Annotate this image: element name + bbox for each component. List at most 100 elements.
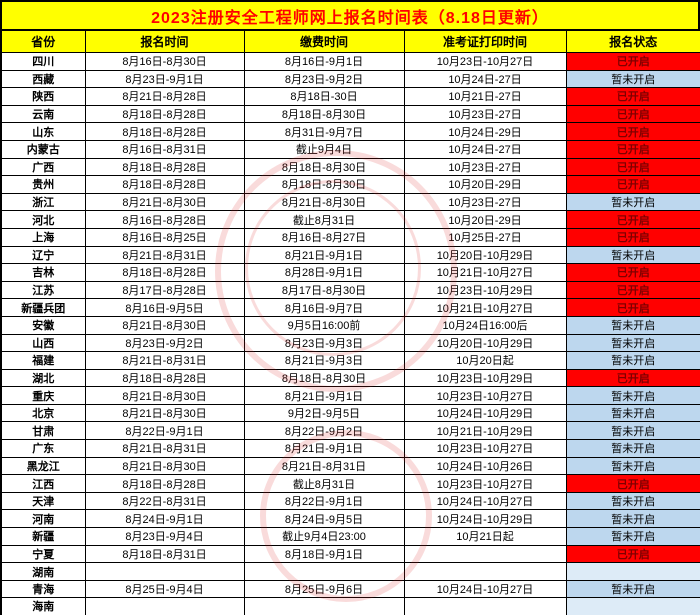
- print-time-cell: 10月25日-27日: [403, 227, 567, 247]
- province-cell: 黑龙江: [0, 456, 86, 476]
- signup-time-cell: 8月16日-9月5日: [84, 298, 245, 317]
- payment-time-cell: 8月25日-9月6日: [243, 579, 405, 599]
- province-cell: 山西: [0, 333, 86, 353]
- signup-time-cell: 8月21日-8月30日: [84, 315, 245, 335]
- payment-time-cell: 8月23日-9月2日: [243, 69, 405, 89]
- print-time-cell: 10月21日-10月29日: [403, 421, 567, 441]
- payment-time-cell: 8月23日-9月3日: [243, 333, 405, 353]
- province-cell: 新疆: [0, 527, 86, 546]
- print-time-cell: 10月24日-27日: [403, 139, 567, 159]
- province-cell: 湖南: [0, 562, 86, 581]
- payment-time-cell: 8月31日-9月7日: [243, 122, 405, 141]
- table-row: 新疆 8月23日-9月4日 截止9月4日23:00 10月21日起 暂未开启: [0, 527, 700, 546]
- province-cell: 河南: [0, 509, 86, 529]
- payment-time-cell: 8月17日-8月30日: [243, 280, 405, 300]
- print-time-cell: 10月21日-10月27日: [403, 298, 567, 317]
- province-cell: 陕西: [0, 87, 86, 106]
- signup-time-cell: [84, 597, 245, 615]
- table-row: 重庆 8月21日-8月30日 8月21日-9月1日 10月23日-10月27日 …: [0, 386, 700, 405]
- payment-time-cell: 8月21日-9月3日: [243, 351, 405, 370]
- signup-time-cell: 8月21日-8月31日: [84, 351, 245, 370]
- table-row: 天津 8月22日-8月31日 8月22日-9月1日 10月24日-10月27日 …: [0, 491, 700, 511]
- table-row: 四川 8月16日-8月30日 8月16日-9月1日 10月23日-10月27日 …: [0, 52, 700, 71]
- status-cell: 已开启: [565, 544, 700, 564]
- header-row: 省份 报名时间 缴费时间 准考证打印时间 报名状态: [0, 30, 700, 53]
- print-time-cell: [403, 544, 567, 564]
- signup-time-cell: 8月23日-9月1日: [84, 69, 245, 89]
- table-row: 宁夏 8月18日-8月31日 8月18日-9月1日 已开启: [0, 544, 700, 564]
- signup-time-cell: 8月21日-8月31日: [84, 439, 245, 458]
- payment-time-cell: 8月18日-9月1日: [243, 544, 405, 564]
- payment-time-cell: 8月21日-8月31日: [243, 456, 405, 476]
- status-cell: 已开启: [565, 175, 700, 194]
- print-time-cell: 10月24日-10月27日: [403, 579, 567, 599]
- payment-time-cell: 8月18日-8月30日: [243, 104, 405, 124]
- print-time-cell: 10月24日-10月27日: [403, 491, 567, 511]
- province-cell: 新疆兵团: [0, 298, 86, 317]
- print-time-cell: 10月20日-29日: [403, 210, 567, 229]
- col-header-signup: 报名时间: [84, 30, 245, 53]
- province-cell: 江苏: [0, 280, 86, 300]
- province-cell: 广西: [0, 157, 86, 177]
- signup-time-cell: 8月18日-8月28日: [84, 368, 245, 388]
- status-cell: 已开启: [565, 263, 700, 282]
- signup-time-cell: 8月24日-9月1日: [84, 509, 245, 529]
- status-cell: 暂未开启: [565, 192, 700, 212]
- signup-time-cell: 8月21日-8月30日: [84, 403, 245, 423]
- payment-time-cell: 8月21日-9月1日: [243, 245, 405, 265]
- col-header-province: 省份: [0, 30, 86, 53]
- province-cell: 辽宁: [0, 245, 86, 265]
- table-row: 广东 8月21日-8月31日 8月21日-9月1日 10月23日-10月27日 …: [0, 439, 700, 458]
- signup-time-cell: 8月21日-8月30日: [84, 456, 245, 476]
- table-row: 江苏 8月17日-8月28日 8月17日-8月30日 10月23日-10月29日…: [0, 280, 700, 300]
- table-row: 河南 8月24日-9月1日 8月24日-9月5日 10月24日-10月29日 暂…: [0, 509, 700, 529]
- payment-time-cell: 8月21日-9月1日: [243, 439, 405, 458]
- province-cell: 云南: [0, 104, 86, 124]
- print-time-cell: 10月24日16:00后: [403, 315, 567, 335]
- province-cell: 北京: [0, 403, 86, 423]
- table-row: 江西 8月18日-8月28日 截止8月31日 10月23日-10月27日 已开启: [0, 474, 700, 493]
- print-time-cell: 10月21日-10月27日: [403, 263, 567, 282]
- print-time-cell: [403, 597, 567, 615]
- table-row: 辽宁 8月21日-8月31日 8月21日-9月1日 10月20日-10月29日 …: [0, 245, 700, 265]
- payment-time-cell: 9月2日-9月5日: [243, 403, 405, 423]
- print-time-cell: 10月20日-29日: [403, 175, 567, 194]
- status-cell: 暂未开启: [565, 579, 700, 599]
- status-cell: 暂未开启: [565, 315, 700, 335]
- table-row: 北京 8月21日-8月30日 9月2日-9月5日 10月24日-10月29日 暂…: [0, 403, 700, 423]
- status-cell: 暂未开启: [565, 333, 700, 353]
- print-time-cell: 10月23日-27日: [403, 192, 567, 212]
- province-cell: 上海: [0, 227, 86, 247]
- table-row: 青海 8月25日-9月4日 8月25日-9月6日 10月24日-10月27日 暂…: [0, 579, 700, 599]
- table-row: 云南 8月18日-8月28日 8月18日-8月30日 10月23日-27日 已开…: [0, 104, 700, 124]
- print-time-cell: 10月24日-10月29日: [403, 509, 567, 529]
- status-cell: 暂未开启: [565, 421, 700, 441]
- signup-time-cell: 8月22日-9月1日: [84, 421, 245, 441]
- print-time-cell: 10月21日起: [403, 527, 567, 546]
- print-time-cell: 10月20日-10月29日: [403, 333, 567, 353]
- signup-time-cell: 8月18日-8月28日: [84, 263, 245, 282]
- print-time-cell: 10月23日-10月27日: [403, 474, 567, 493]
- signup-time-cell: 8月16日-8月28日: [84, 210, 245, 229]
- province-cell: 天津: [0, 491, 86, 511]
- province-cell: 西藏: [0, 69, 86, 89]
- payment-time-cell: 8月18日-8月30日: [243, 175, 405, 194]
- signup-time-cell: 8月21日-8月30日: [84, 192, 245, 212]
- print-time-cell: 10月23日-27日: [403, 104, 567, 124]
- table-row: 吉林 8月18日-8月28日 8月28日-9月1日 10月21日-10月27日 …: [0, 263, 700, 282]
- table-row: 浙江 8月21日-8月30日 8月21日-8月30日 10月23日-27日 暂未…: [0, 192, 700, 212]
- print-time-cell: 10月21日-27日: [403, 87, 567, 106]
- payment-time-cell: 8月18日-30日: [243, 87, 405, 106]
- print-time-cell: 10月23日-10月27日: [403, 439, 567, 458]
- table-row: 山东 8月18日-8月28日 8月31日-9月7日 10月24日-29日 已开启: [0, 122, 700, 141]
- signup-time-cell: 8月17日-8月28日: [84, 280, 245, 300]
- province-cell: 江西: [0, 474, 86, 493]
- table-row: 山西 8月23日-9月2日 8月23日-9月3日 10月20日-10月29日 暂…: [0, 333, 700, 353]
- signup-time-cell: 8月21日-8月28日: [84, 87, 245, 106]
- status-cell: 已开启: [565, 87, 700, 106]
- status-cell: 已开启: [565, 368, 700, 388]
- signup-time-cell: 8月18日-8月28日: [84, 157, 245, 177]
- table-row: 陕西 8月21日-8月28日 8月18日-30日 10月21日-27日 已开启: [0, 87, 700, 106]
- status-cell: [565, 597, 700, 615]
